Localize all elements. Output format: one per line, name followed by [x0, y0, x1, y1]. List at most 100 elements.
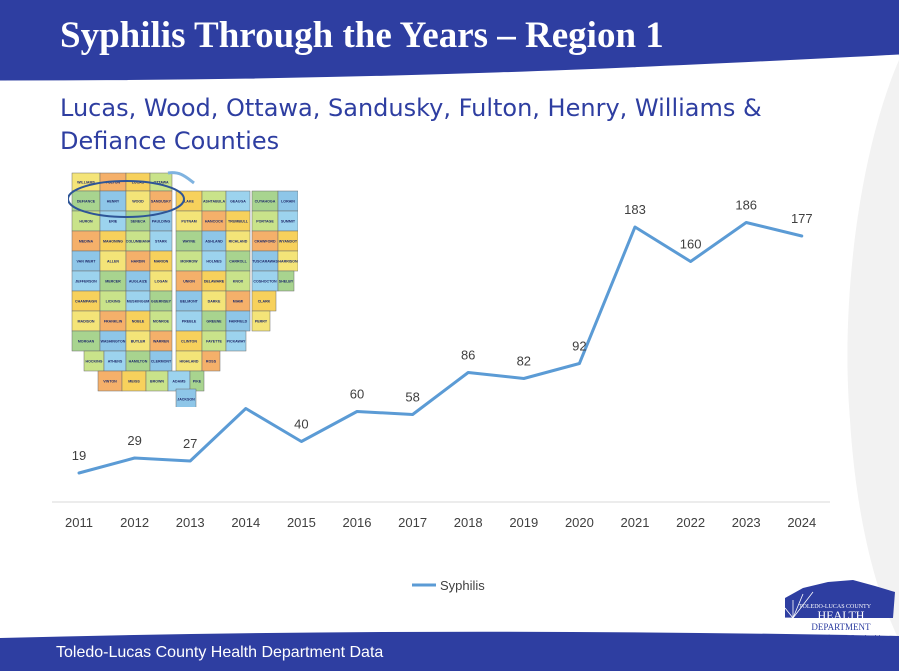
lake-erie-shore	[167, 171, 195, 185]
county-label: ASHTABULA	[203, 200, 225, 204]
county-label: MAHONING	[103, 240, 123, 244]
county-label: HAMILTON	[129, 360, 148, 364]
county-label: PORTAGE	[256, 220, 274, 224]
county-label: JACKSON	[177, 398, 195, 402]
county-shape	[175, 388, 197, 407]
county-label: OTTAWA	[153, 181, 169, 185]
county-label: MONROE	[153, 320, 170, 324]
county-label: LAKE	[184, 200, 194, 204]
footer-band	[0, 631, 899, 671]
x-tick-label: 2022	[676, 515, 705, 530]
county-label: CARROLL	[229, 260, 247, 264]
county-label: HIGHLAND	[180, 360, 199, 364]
county-label: JEFFERSON	[75, 280, 97, 284]
data-label: 40	[294, 417, 308, 432]
data-label: 27	[183, 436, 197, 451]
county-label: HURON	[79, 220, 93, 224]
county-label: MEIGS	[128, 380, 140, 384]
county-label: LOGAN	[155, 280, 168, 284]
county-label: BROWN	[150, 380, 164, 384]
x-tick-label: 2021	[621, 515, 650, 530]
county-label: WASHINGTON	[101, 340, 126, 344]
county-label: KNOX	[233, 280, 244, 284]
county-label: LICKING	[106, 300, 121, 304]
county-label: PICKAWAY	[227, 340, 246, 344]
region-1-highlight-circle	[68, 180, 185, 218]
x-tick-label: 2014	[231, 515, 260, 530]
county-label: HOLMES	[206, 260, 222, 264]
x-tick-label: 2020	[565, 515, 594, 530]
county-label: SHELBY	[279, 280, 294, 284]
county-label: BUTLER	[131, 340, 146, 344]
county-label: MIAMI	[233, 300, 244, 304]
health-department-logo: TOLEDO-LUCAS COUNTY HEALTH DEPARTMENT St…	[784, 580, 895, 642]
county-label: ATHENS	[108, 360, 123, 364]
data-label: 82	[517, 354, 531, 369]
x-tick-label: 2011	[65, 515, 93, 530]
county-label: WOOD	[132, 200, 144, 204]
county-label: MORROW	[180, 260, 198, 264]
county-label: FAIRFIELD	[229, 320, 248, 324]
county-shape	[189, 370, 205, 392]
county-label: TRUMBULL	[228, 220, 249, 224]
county-label: MORGAN	[78, 340, 95, 344]
county-label: PERRY	[255, 320, 268, 324]
slide-subtitle: Lucas, Wood, Ottawa, Sandusky, Fulton, H…	[60, 94, 762, 155]
x-tick-label: 2023	[732, 515, 761, 530]
county-label: HENRY	[107, 200, 120, 204]
county-label: COSHOCTON	[253, 280, 277, 284]
footer-source: Toledo-Lucas County Health Department Da…	[56, 644, 384, 661]
county-label: ALLEN	[107, 260, 119, 264]
county-label: HARRISON	[278, 260, 298, 264]
county-label: BELMONT	[180, 300, 199, 304]
county-label: ASHLAND	[205, 240, 223, 244]
x-tick-label: 2015	[287, 515, 316, 530]
county-label: PREBLE	[182, 320, 197, 324]
county-label: CLARK	[258, 300, 271, 304]
county-label: AUGLAIZE	[129, 280, 148, 284]
county-label: NOBLE	[132, 320, 145, 324]
county-label: GREENE	[206, 320, 222, 324]
county-label: SUMMIT	[281, 220, 296, 224]
county-label: CUYAHOGA	[255, 200, 276, 204]
county-label: LUCAS	[132, 181, 145, 185]
county-label: ADAMS	[172, 380, 186, 384]
county-label: MERCER	[105, 280, 121, 284]
county-label: PUTNAM	[181, 220, 196, 224]
data-label: 92	[572, 339, 586, 354]
county-label: VAN WERT	[77, 260, 97, 264]
header-band	[0, 0, 899, 84]
data-label: 19	[72, 448, 86, 463]
county-label: GUERNSEY	[151, 300, 172, 304]
county-label: FULTON	[106, 181, 121, 185]
county-label: WILLIAMS	[77, 181, 95, 185]
county-label: VINTON	[103, 380, 117, 384]
county-label: MUSKINGUM	[127, 300, 150, 304]
county-label: GEAUGA	[230, 200, 246, 204]
x-tick-label: 2016	[343, 515, 372, 530]
series-line-syphilis	[77, 221, 804, 475]
x-tick-label: 2013	[176, 515, 205, 530]
county-shape	[251, 310, 271, 332]
county-shape	[225, 330, 247, 352]
county-label: FAYETTE	[206, 340, 222, 344]
data-label: 60	[350, 387, 364, 402]
county-label: MADISON	[78, 320, 95, 324]
x-tick-label: 2019	[509, 515, 538, 530]
x-tick-label: 2012	[120, 515, 149, 530]
data-label: 29	[127, 433, 141, 448]
county-label: DELAWARE	[204, 280, 225, 284]
county-grid: WILLIAMS FULTON LUCAS OTTAWA DEFIANCE HENRY WO…	[71, 172, 298, 407]
logo-line1: TOLEDO-LUCAS COUNTY	[799, 604, 872, 610]
county-shape	[277, 270, 295, 292]
county-label: HARDIN	[131, 260, 145, 264]
county-label: UNION	[183, 280, 195, 284]
county-label: SENECA	[131, 220, 146, 224]
x-tick-label: 2018	[454, 515, 483, 530]
county-label: COLUMBIANA	[126, 240, 151, 244]
county-label: PAULDING	[152, 220, 171, 224]
county-label: PIKE	[193, 380, 202, 384]
county-label: RICHLAND	[229, 240, 248, 244]
